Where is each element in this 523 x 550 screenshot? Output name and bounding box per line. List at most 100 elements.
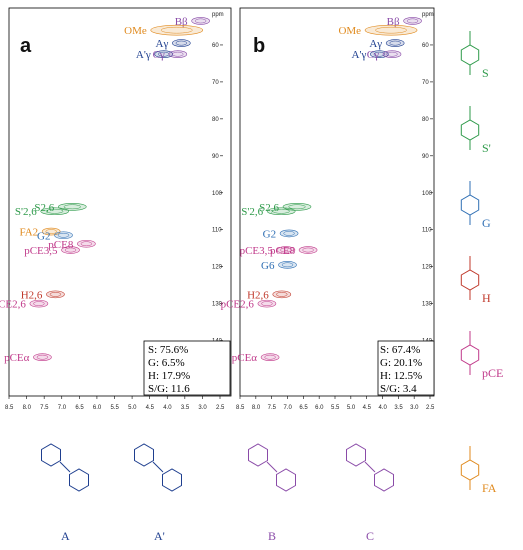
signal-contour-inner [46, 208, 64, 214]
signal-contour [382, 50, 402, 58]
ring [134, 443, 154, 467]
panel-a-frame [8, 7, 232, 397]
signal-contour-inner [272, 208, 290, 214]
ring [460, 44, 480, 66]
side-structure: S [460, 31, 489, 80]
signal-label: Aγ [156, 38, 169, 50]
x-tick-label: 6.0 [93, 405, 102, 411]
structure-label: pCE [482, 366, 503, 380]
signal-contour-inner [373, 51, 385, 57]
signal-label: pCEα [232, 352, 258, 364]
structure-label: C [366, 529, 374, 543]
ring [248, 443, 268, 467]
ring [69, 468, 89, 492]
signal-contour-inner [33, 301, 45, 306]
y-tick-label: 130 [422, 302, 433, 308]
signal-label: A'γ [352, 49, 367, 61]
x-tick-label: 8.5 [236, 405, 245, 411]
y-tick-label: 110 [212, 228, 222, 234]
ring [460, 194, 480, 216]
x-tick-label: 6.0 [315, 405, 324, 411]
signal-label: pCE3,5 [24, 245, 58, 257]
x-tick-label: 5.5 [331, 405, 340, 411]
structure-label: A [61, 529, 70, 543]
x-tick-label: 5.0 [128, 405, 137, 411]
bottom-structure: B [248, 443, 296, 543]
x-tick-label: 8.0 [23, 405, 32, 411]
signal-contour-inner [406, 18, 419, 24]
y-tick-label: 90 [422, 154, 429, 160]
ring [374, 468, 394, 492]
structure-label: FA [482, 481, 497, 495]
signal-contour-inner [80, 241, 93, 247]
signal-contour-inner [158, 51, 170, 57]
signal-label: pCE2,6 [0, 299, 26, 311]
panel-a-letter: a [20, 35, 32, 57]
signal-contour-inner [195, 18, 207, 24]
side-structure: pCE [460, 331, 503, 380]
signal-contour-inner [302, 247, 314, 253]
x-tick-label: 4.0 [379, 405, 388, 411]
signal-contour [385, 39, 405, 47]
y-tick-label: 120 [422, 265, 433, 271]
bond [364, 461, 376, 473]
signal-contour [46, 290, 65, 299]
signal-label: OMe [338, 25, 361, 37]
stat-sg: S/G: 11.6 [148, 383, 190, 395]
side-structure: S' [460, 106, 491, 155]
stat-g: G: 6.5% [148, 357, 185, 369]
x-tick-label: 6.5 [75, 405, 84, 411]
x-tick-label: 2.5 [426, 405, 435, 411]
signal-contour-inner [375, 26, 407, 34]
ring [346, 443, 366, 467]
y-tick-label: 80 [422, 117, 429, 123]
x-tick-label: 2.5 [216, 405, 225, 411]
signal-label: OMe [124, 25, 147, 37]
signal-contour [168, 50, 188, 58]
panel-b-stats: S: 67.4% G: 20.1% H: 12.5% S/G: 3.4 [377, 340, 435, 396]
y-tick-label: 110 [422, 228, 432, 234]
x-tick-label: 3.5 [394, 405, 403, 411]
structure-label: H [482, 291, 491, 305]
x-tick-label: 3.5 [181, 405, 190, 411]
signal-contour-inner [288, 204, 306, 210]
y-tick-label: 90 [212, 154, 219, 160]
ring [460, 269, 480, 291]
ring [162, 468, 182, 492]
signal-contour [257, 299, 277, 308]
signal-contour [278, 261, 297, 269]
signal-contour [266, 207, 296, 216]
bottom-structure: A [41, 443, 89, 543]
bond [59, 461, 71, 473]
signal-contour-inner [175, 40, 187, 46]
structure-label: A' [154, 529, 165, 543]
x-tick-label: 8.0 [252, 405, 261, 411]
signal-contour [150, 24, 204, 36]
signal-contour-inner [160, 26, 193, 34]
signal-contour-inner [45, 229, 57, 234]
y-tick-label: 60 [422, 43, 429, 49]
x-tick-label: 4.5 [146, 405, 155, 411]
signal-contour [279, 229, 299, 238]
ring [460, 344, 480, 366]
x-tick-label: 4.5 [363, 405, 372, 411]
signal-contour [172, 39, 191, 47]
x-tick-label: 4.0 [163, 405, 172, 411]
y-tick-label: 100 [212, 191, 223, 197]
signal-contour [29, 299, 49, 308]
signal-contour-inner [281, 262, 294, 268]
x-tick-label: 7.5 [40, 405, 49, 411]
bond [266, 461, 278, 473]
y-tick-label: 100 [422, 191, 433, 197]
signal-label: pCE8 [270, 245, 296, 257]
stat-g: G: 20.1% [380, 357, 422, 369]
signal-contour [403, 17, 422, 25]
ring [460, 119, 480, 141]
signal-contour-inner [172, 51, 184, 57]
stat-s: S: 67.4% [380, 344, 420, 356]
signal-label: H2,6 [21, 289, 43, 301]
